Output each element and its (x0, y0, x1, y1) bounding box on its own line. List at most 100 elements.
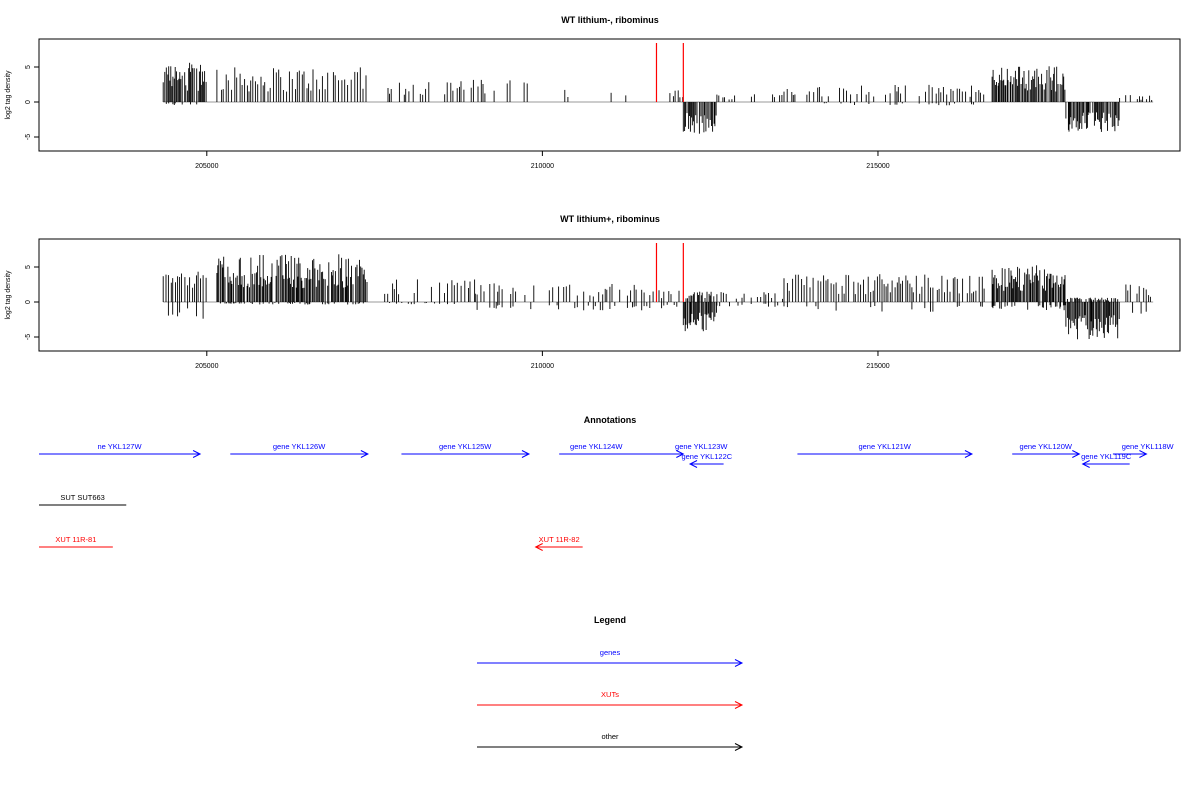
y-tick-label: 0 (25, 100, 32, 104)
feature-arrow: gene YKL121W (797, 442, 974, 458)
bar-segment (1125, 284, 1151, 314)
bar-segment (823, 84, 985, 106)
annotations-track: Annotations ne YKL127W gene YKL126W gene Y… (39, 415, 1174, 551)
bar-segment (1065, 297, 1120, 340)
feature-label: gene YKL124W (570, 442, 623, 451)
bar-series (162, 62, 1154, 134)
feature-arrow: ne YKL127W (39, 442, 202, 458)
feature-label: gene YKL125W (439, 442, 492, 451)
bar-segment (649, 290, 680, 309)
bar-segment (991, 66, 1066, 102)
arrowhead (734, 701, 744, 709)
legend-label: genes (600, 648, 621, 657)
feature-arrow: XUT 11R-81 (39, 535, 113, 548)
x-tick-label: 215000 (866, 163, 889, 170)
y-tick-label: 0 (25, 300, 32, 304)
marker-lines (655, 243, 684, 302)
arrowhead (1139, 450, 1148, 458)
arrowhead (688, 460, 698, 468)
legend-items: genes XUTs other (477, 648, 744, 751)
feature-arrow: gene YKL120W (1012, 442, 1081, 458)
bar-segment (1119, 95, 1153, 102)
arrowhead (534, 543, 543, 551)
x-tick-label: 205000 (195, 363, 218, 370)
arrowhead (1072, 450, 1081, 458)
bar-segment (564, 89, 569, 102)
x-tick-label: 205000 (195, 163, 218, 170)
bar-segment (716, 94, 783, 102)
bar-segment (162, 271, 207, 319)
bar-segment (387, 79, 528, 102)
arrowhead (1081, 460, 1090, 468)
x-axis: 205000 210000 215000 (195, 350, 890, 370)
feature-label: XUT 11R-81 (55, 535, 96, 544)
x-axis: 205000 210000 215000 (195, 150, 890, 170)
x-tick-label: 215000 (866, 363, 889, 370)
panel-title: WT lithium+, ribominus (560, 214, 660, 224)
legend-item: other (477, 732, 744, 751)
feature-arrow: XUT 11R-82 (534, 535, 583, 551)
bar-segment (216, 254, 368, 305)
feature-label: gene YKL122C (681, 452, 732, 461)
bar-segment (783, 274, 985, 312)
bar-segment (162, 62, 207, 105)
y-tick-label: 5 (25, 65, 32, 69)
bar-segment (783, 87, 823, 102)
feature-arrow: gene YKL126W (230, 442, 369, 458)
bar-segment (682, 102, 717, 134)
y-axis: -5 0 5 (25, 65, 40, 140)
feature-label: XUT 11R-82 (539, 535, 580, 544)
bar-segment (669, 90, 684, 102)
feature-arrow: gene YKL125W (401, 442, 531, 458)
bar-segment (1065, 102, 1120, 132)
bar-segment (682, 291, 717, 332)
annotations-title: Annotations (584, 415, 637, 425)
arrowhead (734, 743, 744, 751)
feature-arrow: gene YKL118W (1112, 442, 1175, 458)
legend-label: other (601, 732, 619, 741)
feature-arrow: gene YKL122C (681, 452, 733, 468)
feature-label: SUT SUT663 (60, 493, 104, 502)
feature-list: ne YKL127W gene YKL126W gene YKL125W gene Y… (39, 442, 1174, 551)
arrowhead (964, 450, 974, 458)
feature-label: gene YKL120W (1020, 442, 1073, 451)
legend-item: genes (477, 648, 744, 667)
bar-segment (216, 67, 367, 102)
track-panel-lithium-plus: WT lithium+, ribominus log2 tag density … (5, 214, 1181, 370)
y-tick-label: -5 (25, 334, 32, 340)
bar-segment (991, 265, 1066, 311)
legend-label: XUTs (601, 690, 619, 699)
bar-segment (384, 279, 476, 305)
feature-label: ne YKL127W (98, 442, 143, 451)
y-axis: -5 0 5 (25, 265, 40, 340)
y-tick-label: -5 (25, 134, 32, 140)
x-tick-label: 210000 (531, 163, 554, 170)
arrowhead (676, 450, 685, 458)
y-tick-label: 5 (25, 265, 32, 269)
arrowhead (734, 659, 744, 667)
arrowhead (192, 450, 202, 458)
feature-arrow: SUT SUT663 (39, 493, 127, 506)
legend-title: Legend (594, 615, 626, 625)
feature-label: gene YKL126W (273, 442, 326, 451)
feature-label: gene YKL123W (675, 442, 728, 451)
legend-item: XUTs (477, 690, 744, 709)
bar-segment (610, 92, 627, 102)
feature-arrow: gene YKL119C (1081, 452, 1132, 468)
feature-label: gene YKL119C (1081, 452, 1132, 461)
bar-series (162, 254, 1154, 340)
track-panel-lithium-minus: WT lithium-, ribominus log2 tag density … (5, 15, 1181, 170)
panel-title: WT lithium-, ribominus (561, 15, 659, 25)
y-axis-label: log2 tag density (5, 70, 12, 120)
arrowhead (521, 450, 531, 458)
feature-label: gene YKL118W (1122, 442, 1175, 451)
arrowhead (360, 450, 369, 458)
plot-frame (38, 38, 1181, 152)
legend: Legend genes XUTs other (477, 615, 744, 751)
bar-segment (716, 292, 783, 307)
feature-label: gene YKL121W (858, 442, 911, 451)
marker-lines (655, 43, 684, 102)
bar-segment (474, 283, 648, 311)
feature-arrow: gene YKL124W (559, 442, 685, 458)
